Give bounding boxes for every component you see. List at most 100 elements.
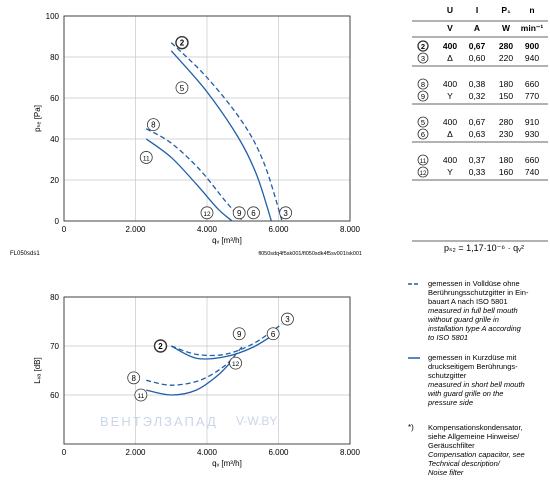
y-tick-label: 20 xyxy=(50,176,59,185)
table-row-marker xyxy=(417,154,429,166)
series-line-11 xyxy=(145,138,233,222)
x-tick-label: 8.000 xyxy=(340,225,361,234)
legend-line: pressure side xyxy=(427,398,473,407)
table-cell: 160 xyxy=(499,167,513,177)
x-tick-label: 6.000 xyxy=(268,448,289,457)
table-cell: 0,37 xyxy=(469,155,486,165)
curve-marker-label: 12 xyxy=(203,211,211,218)
table-cell: 400 xyxy=(443,79,457,89)
table-cell: 230 xyxy=(499,129,513,139)
series-line-2 xyxy=(171,323,283,357)
table-cell: 280 xyxy=(499,117,513,127)
legend-line: siehe Allgemeine Hinweise/ xyxy=(428,432,520,441)
table-row-ref: 8 xyxy=(421,80,425,89)
pressure-formula: pₛ₂ = 1,17·10⁻⁶ · qᵥ² xyxy=(444,243,524,253)
y-tick-label: 40 xyxy=(50,135,59,144)
watermark-text: ВЕНТЭЛЗАПАД xyxy=(100,414,218,429)
y-tick-label: 80 xyxy=(50,53,59,62)
x-tick-label: 4.000 xyxy=(197,225,218,234)
series-line-11 xyxy=(146,360,233,396)
y-tick-label: 70 xyxy=(50,342,59,351)
curve-marker xyxy=(134,388,148,402)
table-header-cell: n xyxy=(529,5,534,15)
y-tick-label: 60 xyxy=(50,94,59,103)
y-axis-label: pₛₑ [Pa] xyxy=(33,105,42,132)
series-line-5 xyxy=(170,50,272,222)
x-axis-label: qᵥ [m³/h] xyxy=(212,236,242,245)
curve-marker xyxy=(232,327,246,341)
table-cell: Y xyxy=(447,91,453,101)
curve-marker xyxy=(247,206,260,220)
table-cell: 910 xyxy=(525,117,539,127)
curve-marker xyxy=(232,206,246,220)
legend-line: without guard grille in xyxy=(428,315,499,324)
note-marker: *) xyxy=(408,423,414,432)
table-row-marker xyxy=(417,116,429,128)
table-row-ref: 11 xyxy=(420,159,427,165)
curve-marker xyxy=(153,339,168,353)
table-header-cell: I xyxy=(476,5,478,15)
curve-marker-label: 8 xyxy=(151,121,156,130)
table-cell: 400 xyxy=(443,117,457,127)
legend-line: measured in full bell mouth xyxy=(428,306,518,315)
curve-marker-label: 3 xyxy=(283,209,288,218)
curve-marker-label: 6 xyxy=(251,209,256,218)
legend-line: druckseitigem Berührungs- xyxy=(428,362,518,371)
legend-line: with guard grille on the xyxy=(428,389,503,398)
series-line-5 xyxy=(170,330,279,360)
table-body: 2 400 0,67 280 900 3 Δ 0,60 220 940 8 400 0,38 180 660… xyxy=(412,40,548,181)
watermark-suffix: V-W.BY xyxy=(236,414,278,428)
legend-line: installation type A according xyxy=(428,324,522,333)
legend-dashed-text: gemessen in Volldüse ohneBerührungsschut… xyxy=(428,279,529,342)
table-unit-cell: A xyxy=(474,23,480,33)
legend-line: to ISO 5801 xyxy=(428,333,468,342)
table-cell: 0,38 xyxy=(469,79,486,89)
legend: gemessen in Volldüse ohneBerührungsschut… xyxy=(408,279,529,477)
table-cell: 660 xyxy=(525,79,539,89)
curve-marker-label: 9 xyxy=(237,330,242,339)
x-tick-label: 0 xyxy=(62,225,67,234)
table-cell: 660 xyxy=(525,155,539,165)
table-cell: 740 xyxy=(525,167,539,177)
x-tick-label: 6.000 xyxy=(268,225,289,234)
table-row-marker xyxy=(417,40,429,52)
curve-marker xyxy=(266,327,280,341)
table-cell: Δ xyxy=(447,53,453,63)
table-cell: 220 xyxy=(499,53,513,63)
legend-line: Geräuschfilter xyxy=(428,441,475,450)
legend-line: Berührungsschutzgitter in Ein- xyxy=(428,288,529,297)
curve-marker-label: 12 xyxy=(232,361,240,368)
curve-marker-label: 2 xyxy=(180,39,185,48)
table-cell: 900 xyxy=(525,41,539,51)
table-cell: 180 xyxy=(499,79,513,89)
curve-marker xyxy=(200,206,214,220)
x-tick-label: 0 xyxy=(62,448,67,457)
y-tick-label: 60 xyxy=(50,391,59,400)
series-line-8 xyxy=(145,128,244,222)
table-cell: 0,32 xyxy=(469,91,486,101)
curve-marker-label: 8 xyxy=(131,374,136,383)
table-cell: 0,60 xyxy=(469,53,486,63)
table-row-ref: 9 xyxy=(421,92,425,101)
curve-marker-label: 3 xyxy=(285,315,290,324)
curve-marker xyxy=(229,356,243,370)
table-cell: 400 xyxy=(443,41,457,51)
table-unit-cell: V xyxy=(447,23,453,33)
table-cell: 280 xyxy=(499,41,513,51)
table-row-marker xyxy=(417,52,429,64)
legend-line: Compensation capacitor, see xyxy=(428,450,525,459)
table-cell: 0,33 xyxy=(469,167,486,177)
x-tick-label: 4.000 xyxy=(197,448,218,457)
plot-frame xyxy=(63,15,351,222)
table-cell: 0,67 xyxy=(469,117,486,127)
legend-line: Kompensationskondensator, xyxy=(428,423,523,432)
table-row-ref: 12 xyxy=(420,171,427,177)
legend-line: measured in short bell mouth xyxy=(428,380,525,389)
curve-marker-label: 11 xyxy=(143,155,150,162)
table-cell: 150 xyxy=(499,91,513,101)
table-row-ref: 2 xyxy=(421,42,425,51)
table-unit-cell: min⁻¹ xyxy=(521,23,544,33)
curve-marker xyxy=(175,35,189,50)
curve-marker xyxy=(279,206,293,220)
